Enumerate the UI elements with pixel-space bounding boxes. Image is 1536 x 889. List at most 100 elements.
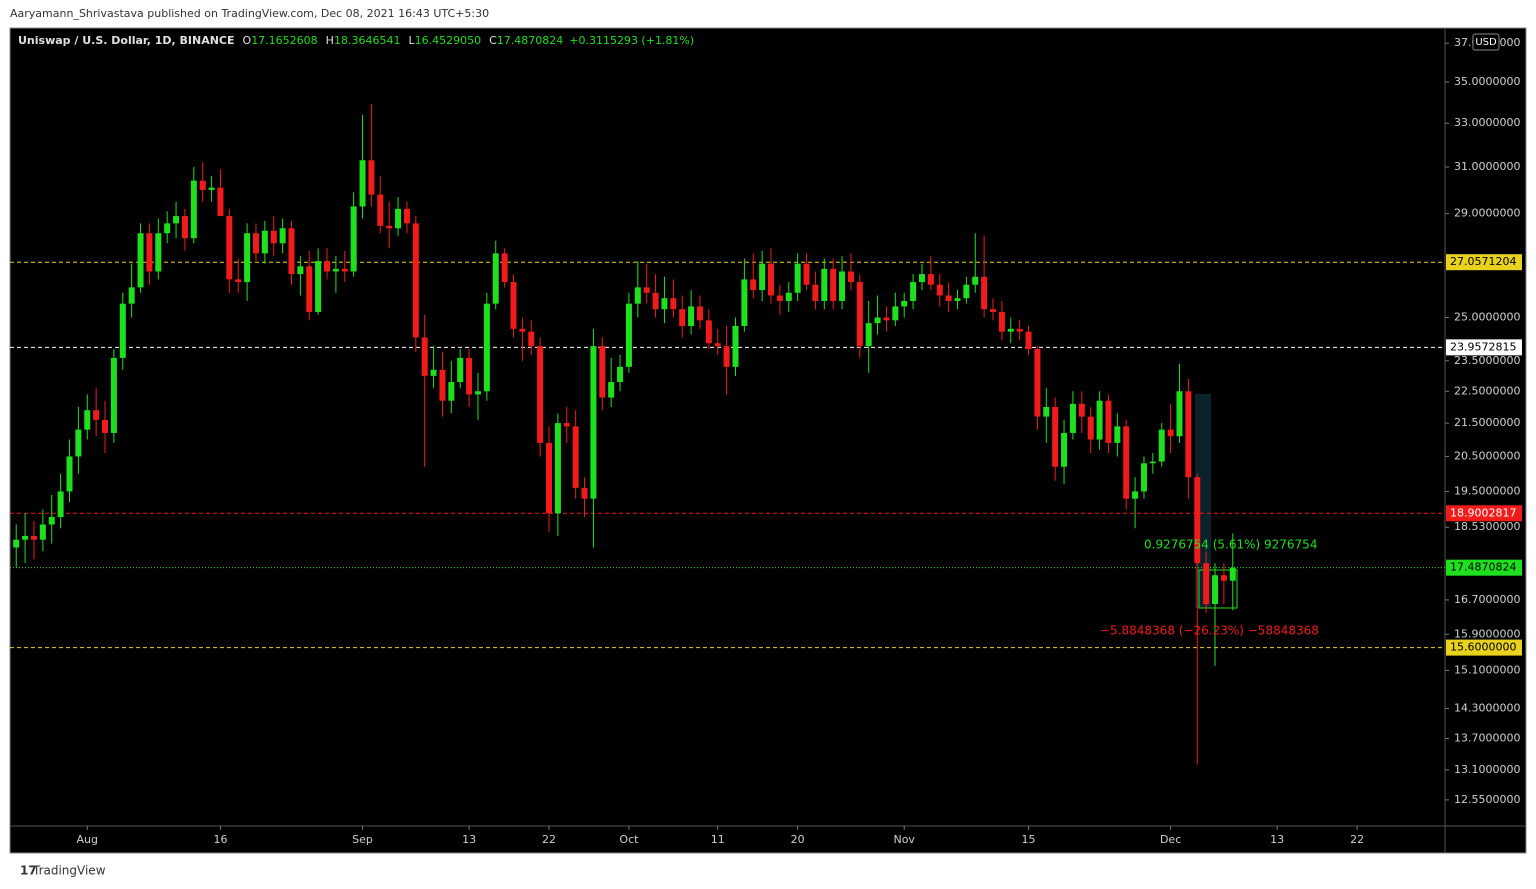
candle-body	[1078, 403, 1085, 417]
candle-body	[448, 382, 455, 401]
candle-body	[412, 223, 419, 338]
candle-body	[208, 187, 215, 190]
candle-body	[812, 284, 819, 301]
y-tick-label: 33.0000000	[1454, 116, 1520, 129]
candle-body	[670, 298, 677, 310]
candle-body	[217, 187, 224, 217]
candle-body	[528, 331, 535, 347]
legend-value: 17.1652608	[251, 34, 317, 47]
candle-body	[1220, 575, 1227, 581]
candle-body	[146, 233, 153, 272]
candle-body	[625, 303, 632, 367]
candle-body	[732, 325, 739, 367]
candle-body	[403, 208, 410, 224]
candle-body	[1016, 328, 1023, 332]
brand: TradingView	[32, 864, 106, 878]
price-level-badge	[1446, 559, 1522, 576]
candle-body	[643, 287, 650, 293]
x-tick-label: Sep	[352, 833, 373, 846]
candle-body	[972, 276, 979, 285]
candle-body	[39, 524, 46, 540]
candle-body	[1167, 429, 1174, 437]
candle-body	[421, 337, 428, 376]
x-tick-label: 13	[1270, 833, 1284, 846]
currency-badge	[1472, 33, 1500, 51]
candle-body	[794, 263, 801, 293]
overlay: Uniswap / U.S. Dollar, 1D, BINANCE O17.16…	[18, 33, 1500, 638]
candle-body	[998, 311, 1005, 332]
plot-area: 37.000000035.000000033.000000031.0000000…	[10, 36, 1522, 846]
candle-body	[1158, 429, 1165, 462]
symbol: Uniswap / U.S. Dollar, 1D, BINANCE	[18, 34, 235, 47]
candle-body	[466, 357, 473, 395]
candle-body	[892, 306, 899, 321]
legend-key: O	[243, 34, 252, 47]
candle-body	[1140, 463, 1147, 492]
candle-body	[554, 423, 561, 514]
candle-body	[297, 266, 304, 275]
candle-body	[599, 346, 606, 398]
candle-body	[785, 292, 792, 301]
candle-body	[377, 194, 384, 226]
candle-body	[581, 487, 588, 499]
candle-body	[1212, 575, 1219, 605]
legend-key: H	[326, 34, 334, 47]
candle-body	[102, 419, 109, 433]
candle-body	[128, 287, 135, 304]
candle-body	[519, 328, 526, 332]
x-tick-label: 11	[711, 833, 725, 846]
y-tick-label: 12.5500000	[1454, 793, 1520, 806]
candle-body	[457, 357, 464, 383]
candle-body	[874, 317, 881, 324]
candle-body	[1069, 403, 1076, 433]
candle-body	[341, 268, 348, 272]
candle-body	[705, 320, 712, 344]
candle-body	[350, 206, 357, 272]
candle-body	[226, 216, 233, 280]
candle-body	[750, 279, 757, 291]
candle-body	[1025, 331, 1032, 350]
y-tick-label: 22.5000000	[1454, 384, 1520, 397]
candle-body	[572, 426, 579, 488]
candle-body	[30, 535, 37, 540]
candle-body	[652, 292, 659, 310]
candle-body	[1123, 426, 1130, 499]
candle-body	[1034, 349, 1041, 417]
candle-body	[847, 271, 854, 283]
price-level-label: 23.9572815	[1450, 340, 1516, 353]
legend-value: 16.4529050	[415, 34, 481, 47]
candle-body	[93, 410, 100, 420]
candle-body	[1096, 400, 1103, 440]
candle-body	[563, 423, 570, 427]
x-tick-label: 20	[791, 833, 805, 846]
candle-body	[1203, 563, 1210, 605]
candle-body	[252, 233, 259, 254]
candle-body	[190, 180, 197, 239]
candle-body	[901, 300, 908, 307]
candle-body	[927, 274, 934, 285]
candle-body	[963, 284, 970, 299]
candle-body	[332, 268, 339, 272]
logo-mark: 17	[20, 864, 37, 878]
legend-key: C	[489, 34, 497, 47]
candle-body	[954, 298, 961, 301]
y-tick-label: 14.3000000	[1454, 702, 1520, 715]
candle-body	[918, 274, 925, 283]
x-tick-label: 22	[542, 833, 556, 846]
candle-body	[395, 208, 402, 229]
candle-body	[696, 306, 703, 321]
candle-body	[776, 295, 783, 301]
y-tick-label: 35.0000000	[1454, 75, 1520, 88]
candle-body	[856, 282, 863, 347]
measure-annotation: 0.9276754 (5.61%) 9276754	[1144, 538, 1317, 552]
price-level-badge	[1446, 339, 1522, 356]
candle-body	[181, 216, 188, 239]
y-tick-label: 31.0000000	[1454, 160, 1520, 173]
legend-key: L	[408, 34, 415, 47]
candle-body	[235, 279, 242, 283]
candle-body	[981, 276, 988, 310]
price-level-label: 15.6000000	[1450, 641, 1516, 654]
candle-body	[261, 230, 268, 254]
candle-body	[1185, 391, 1192, 478]
candle-body	[279, 228, 286, 244]
